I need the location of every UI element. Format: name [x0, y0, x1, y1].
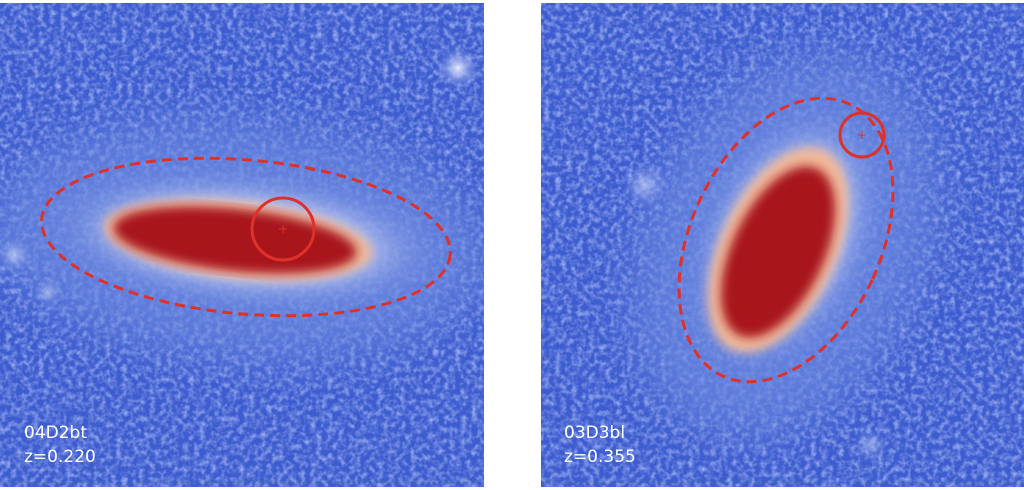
- redshift: z=0.220: [24, 447, 96, 467]
- panel-right: 03D3bl z=0.355: [541, 3, 1024, 487]
- target-name: 03D3bl: [564, 423, 625, 443]
- panel-left: 04D2bt z=0.220: [0, 3, 484, 487]
- target-name: 04D2bt: [24, 423, 87, 443]
- redshift: z=0.355: [564, 447, 636, 467]
